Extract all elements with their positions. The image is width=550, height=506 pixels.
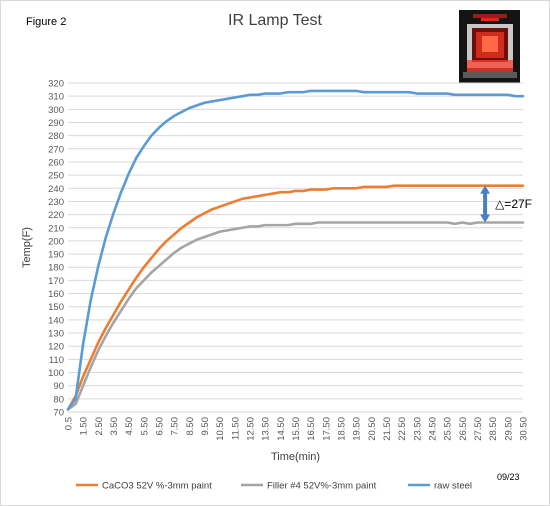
- legend: CaCO3 52V %-3mm paint Filler #4 52V%-3mm …: [76, 481, 472, 492]
- delta-annotation-label: △=27F: [495, 197, 532, 211]
- y-tick-label: 110: [49, 355, 64, 366]
- x-tick-label: 3.50: [109, 417, 120, 436]
- x-tick-label: 15.50: [291, 417, 302, 441]
- x-tick-label: 23.50: [412, 417, 423, 441]
- legend-entry-2: raw steel: [434, 481, 472, 492]
- x-tick-label: 22.50: [397, 417, 408, 441]
- y-tick-label: 220: [48, 210, 64, 221]
- y-tick-label: 90: [53, 381, 64, 392]
- y-tick-label: 120: [48, 342, 64, 353]
- y-tick-label: 270: [48, 144, 64, 155]
- y-tick-label: 280: [48, 131, 64, 142]
- x-tick-label: 26.50: [458, 417, 469, 441]
- y-tick-label: 230: [48, 197, 64, 208]
- y-tick-label: 180: [48, 263, 64, 274]
- x-tick-label: 14.50: [276, 417, 287, 441]
- y-tick-label: 260: [48, 157, 64, 168]
- x-tick-label: 8.50: [185, 417, 196, 436]
- y-tick-label: 320: [48, 79, 64, 90]
- series-line-1: [66, 221, 525, 411]
- x-tick-label: 2.50: [94, 417, 105, 436]
- y-tick-label: 210: [48, 223, 64, 234]
- x-tick-label: 5.50: [139, 417, 150, 436]
- x-tick-label: 21.50: [382, 417, 393, 441]
- x-tick-label: 1.50: [79, 417, 90, 436]
- series-line-2: [66, 89, 525, 411]
- date-note: 09/23: [497, 472, 520, 482]
- y-tick-label: 190: [48, 250, 64, 261]
- y-axis-label: Temp(F): [21, 227, 33, 268]
- x-tick-label: 28.50: [488, 417, 499, 441]
- delta-annotation: △=27F: [480, 185, 532, 223]
- figure-label: Figure 2: [26, 16, 67, 28]
- x-tick-label: 4.50: [124, 417, 135, 436]
- series-lines: [66, 89, 525, 411]
- y-tick-label: 70: [53, 408, 64, 419]
- y-tick-label: 80: [53, 394, 64, 405]
- x-tick-label: 18.50: [337, 417, 348, 441]
- ir-lamp-photo-drawing: [459, 10, 520, 83]
- legend-entry-0: CaCO3 52V %-3mm paint: [102, 481, 212, 492]
- x-tick-label: 0.5: [64, 417, 75, 430]
- x-axis-label: Time(min): [271, 451, 320, 463]
- x-axis-ticks: 0.5 1.50 2.50 3.50 4.50 5.50 6.50 7.50 8.50 9.50 1…: [64, 417, 530, 441]
- y-tick-label: 150: [48, 302, 64, 313]
- x-tick-label: 6.50: [155, 417, 166, 436]
- ir-lamp-photo: [459, 10, 520, 83]
- series-line-0: [66, 184, 525, 411]
- y-tick-label: 310: [48, 92, 64, 103]
- y-tick-label: 200: [48, 236, 64, 247]
- x-tick-label: 13.50: [261, 417, 272, 441]
- x-tick-label: 29.50: [503, 417, 514, 441]
- x-tick-label: 10.50: [215, 417, 226, 441]
- x-tick-label: 16.50: [306, 417, 317, 441]
- x-tick-label: 25.50: [443, 417, 454, 441]
- x-tick-label: 12.50: [246, 417, 257, 441]
- gridlines: [68, 82, 523, 400]
- x-tick-label: 17.50: [321, 417, 332, 441]
- y-tick-label: 130: [48, 329, 64, 340]
- y-tick-label: 100: [48, 368, 64, 379]
- delta-arrow-head-up: [480, 185, 491, 194]
- delta-arrow-head-down: [480, 214, 491, 223]
- x-tick-label: 30.50: [519, 417, 530, 441]
- y-tick-label: 140: [48, 315, 64, 326]
- legend-entry-1: Filler #4 52V%-3mm paint: [267, 481, 377, 492]
- y-axis-ticks: 70 80 90 100 110 120 130 140 150 160 170 180 190 200 2…: [48, 79, 64, 419]
- x-tick-label: 19.50: [352, 417, 363, 441]
- x-tick-label: 24.50: [428, 417, 439, 441]
- x-tick-label: 7.50: [170, 417, 181, 436]
- y-tick-label: 160: [48, 289, 64, 300]
- y-tick-label: 290: [48, 118, 64, 129]
- x-tick-label: 11.50: [230, 417, 241, 440]
- x-tick-label: 27.50: [473, 417, 484, 441]
- y-tick-label: 170: [48, 276, 64, 287]
- y-tick-label: 300: [48, 105, 64, 116]
- x-tick-label: 9.50: [200, 417, 211, 436]
- chart-title: IR Lamp Test: [228, 12, 322, 29]
- y-tick-label: 240: [48, 184, 64, 195]
- x-tick-label: 20.50: [367, 417, 378, 441]
- y-tick-label: 250: [48, 171, 64, 182]
